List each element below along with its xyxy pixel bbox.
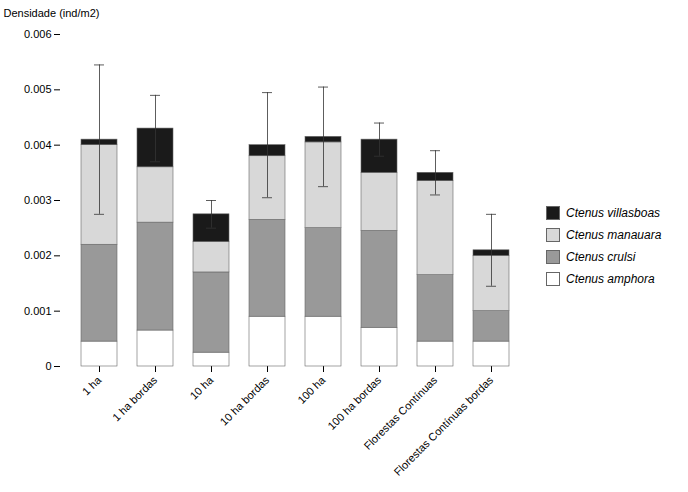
svg-text:0.006: 0.006 [24, 28, 52, 40]
svg-text:Densidade (ind/m2): Densidade (ind/m2) [4, 7, 100, 19]
html-text:Ctenus crulsi: Ctenus crulsi [566, 250, 636, 264]
svg-text:0.003: 0.003 [24, 194, 52, 206]
svg-text:10 ha: 10 ha [187, 373, 216, 402]
html-text:Ctenus villasboas: Ctenus villasboas [566, 206, 661, 220]
svg-text:Florestas Contínuas bordas: Florestas Contínuas bordas [391, 373, 495, 477]
svg-text:0.004: 0.004 [24, 139, 52, 151]
svg-text:100 ha bordas: 100 ha bordas [325, 373, 384, 432]
svg-text:1 ha bordas: 1 ha bordas [110, 373, 160, 423]
svg-text:10 ha bordas: 10 ha bordas [218, 373, 272, 427]
svg-text:100 ha: 100 ha [295, 373, 328, 406]
svg-text:1 ha: 1 ha [80, 373, 104, 397]
svg-text:0.001: 0.001 [24, 305, 52, 317]
svg-text:0.002: 0.002 [24, 249, 52, 261]
html-text:Ctenus manauara: Ctenus manauara [566, 228, 662, 242]
svg-text:0.005: 0.005 [24, 83, 52, 95]
svg-text:0: 0 [45, 360, 51, 372]
html-text:Ctenus amphora: Ctenus amphora [566, 272, 655, 286]
